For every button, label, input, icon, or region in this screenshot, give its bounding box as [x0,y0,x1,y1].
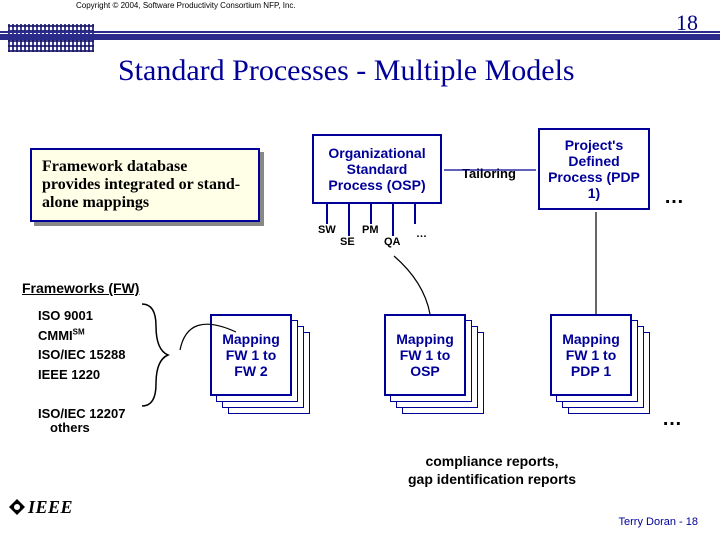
osp-leg-pm [370,204,372,224]
header-divider [0,34,720,40]
ellipsis-top: … [664,186,684,209]
osp-sub-se: SE [340,236,355,248]
osp-sub-sw: SW [318,224,336,236]
ellipsis-bottom: … [662,408,682,431]
framework-item: ISO 9001 [38,306,125,326]
framework-item: CMMISM [38,326,125,346]
pile1: Mapping FW 1 toFW 2 [210,314,316,420]
ieee-logo-icon [8,498,26,516]
footer-author: Terry Doran - 18 [619,516,698,528]
osp-leg-se [348,204,350,236]
pdp-label: Project's Defined Process (PDP 1) [544,137,644,201]
frameworks-others: others [50,420,90,435]
osp-leg-qa [392,204,394,236]
slide-title: Standard Processes - Multiple Models [118,54,575,88]
osp-sub-more: … [416,228,427,240]
pdp-box: Project's Defined Process (PDP 1) [538,128,650,210]
compliance-text: compliance reports,gap identification re… [352,452,632,488]
pile3-label: Mapping FW 1 toPDP 1 [550,314,632,396]
brace-icon [134,300,174,410]
osp-label: Organizational Standard Process (OSP) [318,145,436,193]
pile3: Mapping FW 1 toPDP 1 [550,314,656,420]
osp-leg-sw [326,204,328,224]
tailoring-label: Tailoring [462,166,516,181]
osp-box: Organizational Standard Process (OSP) [312,134,442,204]
framework-item: IEEE 1220 [38,365,125,385]
osp-sub-pm: PM [362,224,379,236]
frameworks-heading: Frameworks (FW) [22,280,139,296]
ieee-label: IEEE [28,497,73,518]
pile1-label: Mapping FW 1 toFW 2 [210,314,292,396]
frameworks-list: ISO 9001CMMISMISO/IEC 15288IEEE 1220 ISO… [38,306,125,423]
callout-box: Framework database provides integrated o… [30,148,260,222]
pile2-label: Mapping FW 1 toOSP [384,314,466,396]
pile2: Mapping FW 1 toOSP [384,314,490,420]
osp-leg-more [414,204,416,224]
osp-sub-qa: QA [384,236,401,248]
framework-item [38,384,125,404]
framework-item: ISO/IEC 15288 [38,345,125,365]
copyright-text: Copyright © 2004, Software Productivity … [76,1,296,10]
